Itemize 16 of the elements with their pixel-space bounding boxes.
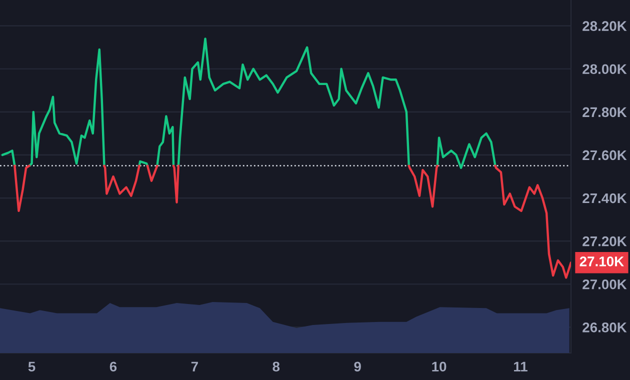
x-tick-label: 5 (28, 362, 36, 372)
annotation: 27.10K (580, 256, 624, 266)
y-tick-label: 27.80K (582, 107, 627, 118)
x-tick-label: 11 (514, 362, 528, 372)
y-tick-label: 27.20K (582, 236, 627, 246)
x-tick-label: 6 (110, 362, 117, 372)
x-tick-label: 8 (272, 362, 280, 372)
x-tick-label: 9 (354, 362, 361, 372)
y-tick-label: 27.00K (582, 279, 627, 290)
y-tick-label: 26.80K (582, 322, 627, 332)
x-tick-label: 10 (432, 362, 446, 372)
y-tick-label: 27.40K (582, 193, 627, 204)
x-tick-label: 7 (191, 362, 198, 372)
y-tick-label: 28.00K (582, 64, 627, 74)
y-tick-label: 28.20K (582, 21, 627, 31)
y-tick-label: 27.60K (582, 150, 627, 160)
